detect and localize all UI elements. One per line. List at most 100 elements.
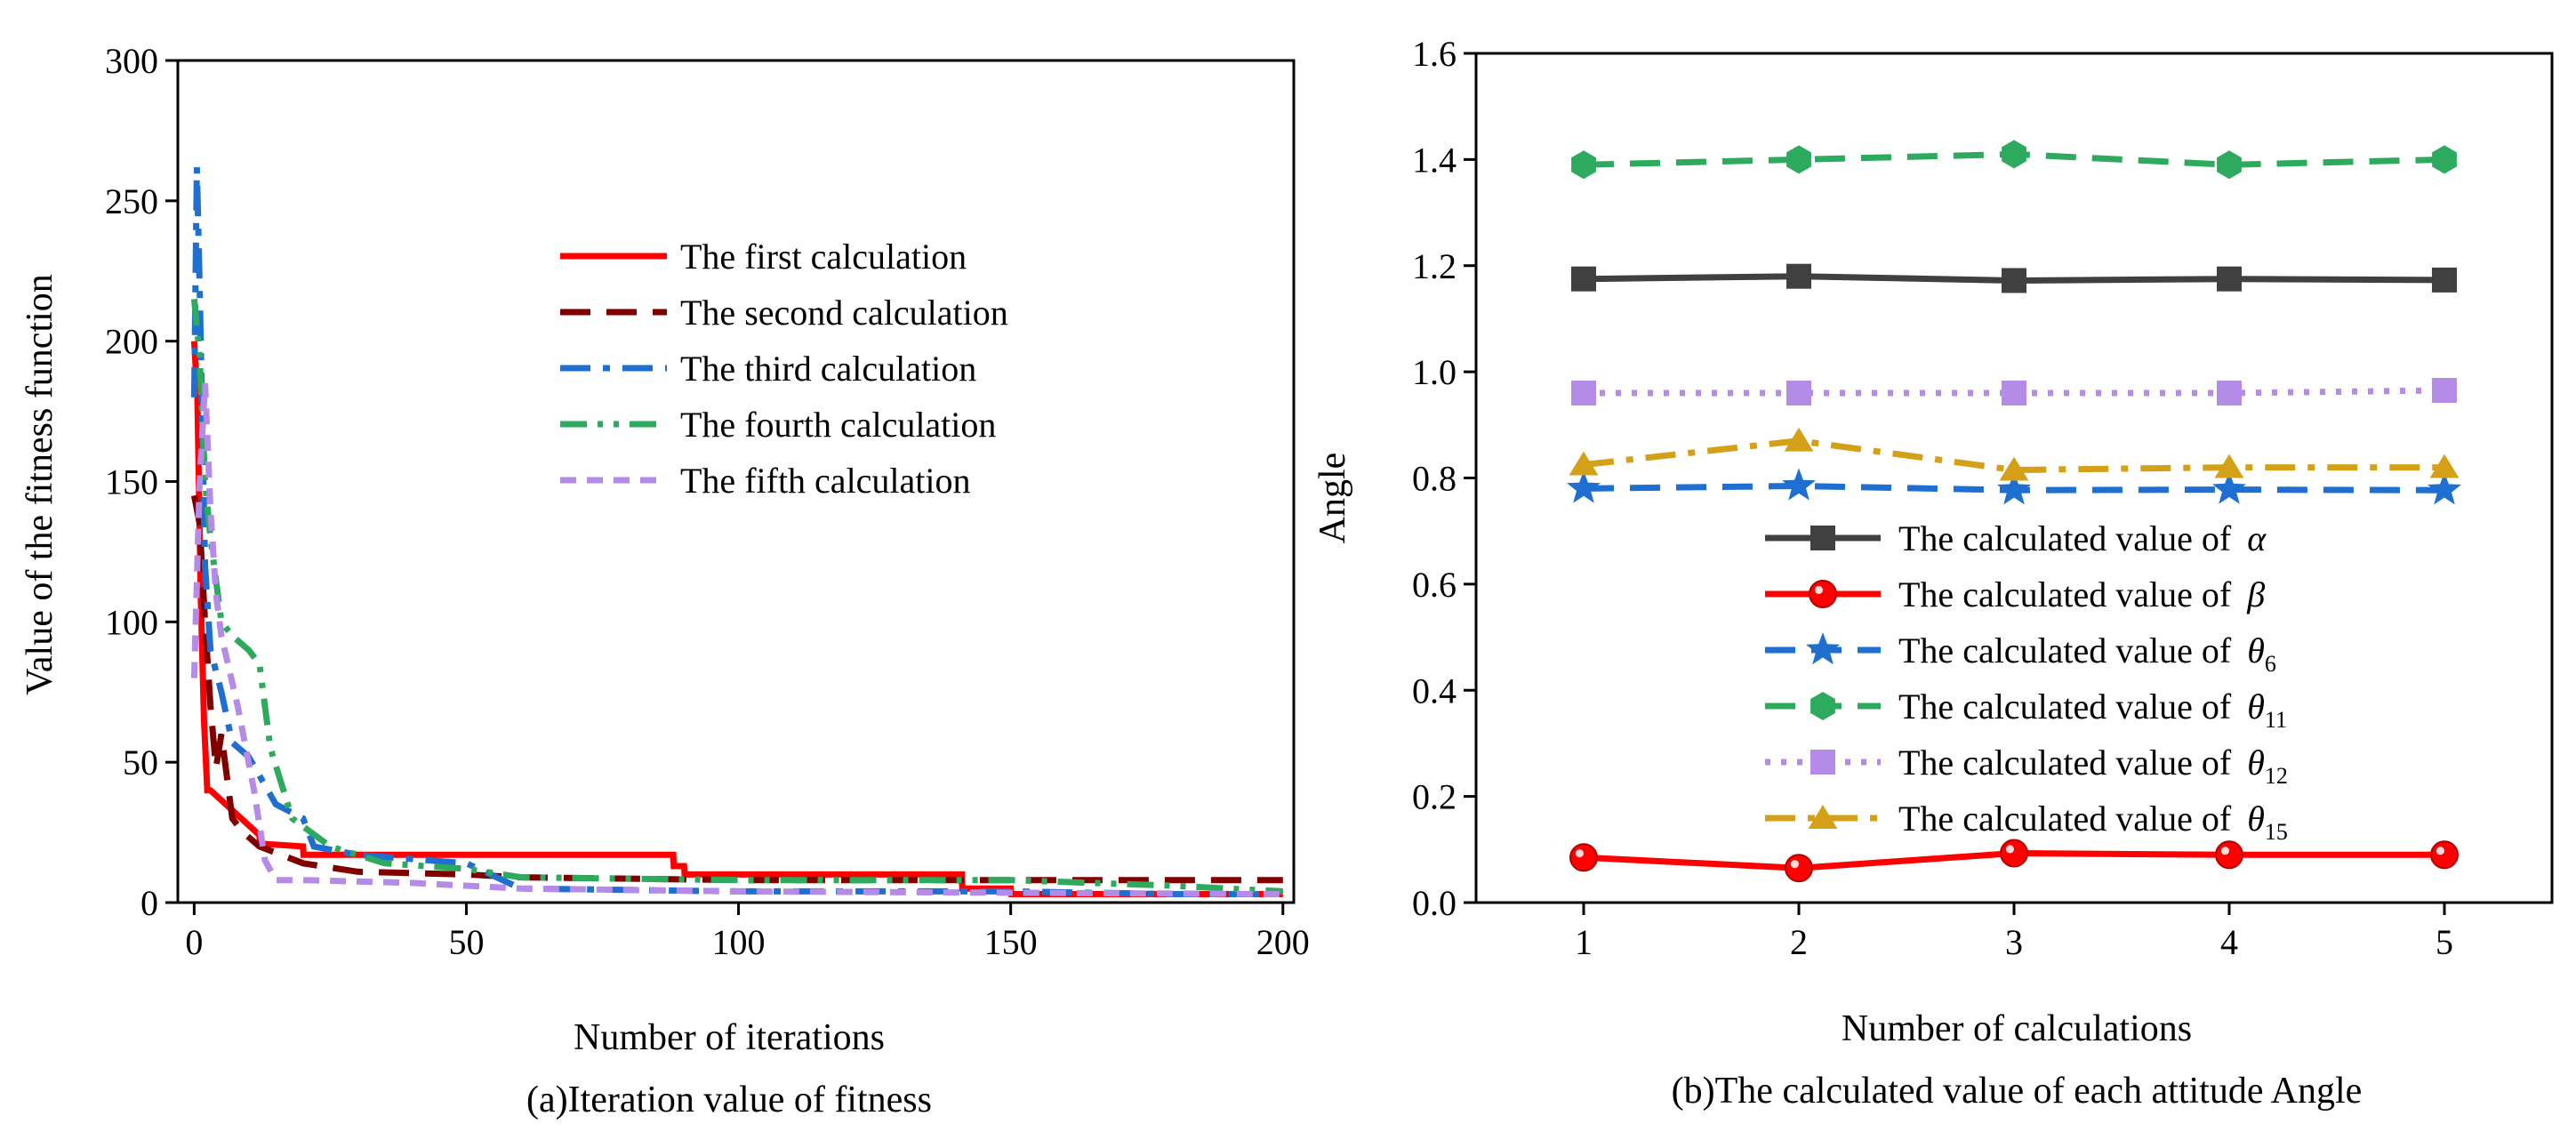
chart-a-xtick-label: 100 xyxy=(712,922,766,962)
chart-b-legend-marker xyxy=(1810,692,1835,720)
chart-b-series-1 xyxy=(1571,263,2457,293)
chart-b-point xyxy=(1569,843,1598,872)
chart-b-ytick-label: 0.2 xyxy=(1412,777,1457,817)
chart-b-point xyxy=(2432,267,2457,293)
chart-a-series-line-2 xyxy=(190,494,1283,884)
chart-b-point xyxy=(2002,268,2026,293)
chart-b-legend-symbol: α xyxy=(2247,518,2267,558)
chart-a-legend-label: The first calculation xyxy=(680,237,967,277)
chart-b-ytick-label: 1.4 xyxy=(1412,140,1457,180)
chart-b-ytick-label: 0.4 xyxy=(1412,670,1457,710)
chart-b-point xyxy=(2429,454,2460,478)
chart-b-legend-subscript: 11 xyxy=(2265,707,2287,733)
chart-b-ytick-label: 1.2 xyxy=(1412,246,1457,286)
chart-b-point xyxy=(1571,150,1596,180)
chart-a-xtick-label: 150 xyxy=(984,922,1038,962)
chart-b-point xyxy=(2214,454,2244,478)
chart-b-legend-marker xyxy=(1808,805,1838,829)
chart-b-ytick-label: 1.0 xyxy=(1412,352,1457,392)
chart-a-xlabel: Number of iterations xyxy=(574,1017,885,1058)
chart-b-ylabel: Angle xyxy=(1312,453,1353,544)
chart-b-legend-symbol: θ xyxy=(2247,630,2265,670)
chart-b-point xyxy=(1999,456,2029,481)
chart-a-plot-area: 0 50 100 150 200 250 300 0 50 100 150 200 xyxy=(105,41,1310,962)
chart-b-legend-symbol: θ xyxy=(2247,799,2265,839)
chart-b-legend-prefix: The calculated value of xyxy=(1898,799,2240,839)
chart-b-point xyxy=(2212,471,2246,504)
chart-b-legend-label: The calculated value of θ11 xyxy=(1898,686,2287,733)
chart-b-point xyxy=(1997,472,2031,505)
chart-a-ytick-label: 300 xyxy=(105,41,158,81)
chart-b-point xyxy=(2432,378,2457,404)
chart-b-point xyxy=(1569,451,1599,476)
chart-a-xtick-label: 200 xyxy=(1256,922,1310,962)
chart-b-legend-label: The calculated value of θ12 xyxy=(1898,743,2288,789)
chart-b-legend-prefix: The calculated value of xyxy=(1898,574,2240,614)
chart-b-series-5 xyxy=(1571,378,2457,405)
chart-a-ytick-label: 200 xyxy=(105,322,158,362)
chart-a-xtick-label: 50 xyxy=(448,922,484,962)
chart-b-point xyxy=(1571,381,1596,405)
chart-a-legend-label: The fourth calculation xyxy=(680,405,996,445)
chart-b-point xyxy=(1786,145,1811,174)
chart-b-point xyxy=(2430,840,2459,870)
chart-b-point-highlight xyxy=(1575,849,1584,858)
chart-b-point xyxy=(1786,263,1811,289)
chart-b-point xyxy=(1784,427,1814,452)
chart-b-ytick-label: 0.6 xyxy=(1412,565,1457,605)
chart-b-caption: (b)The calculated value of each attitude… xyxy=(1672,1071,2363,1112)
chart-b-point-highlight xyxy=(2436,847,2444,855)
chart-panel-a: Value of the fitness function Number of … xyxy=(20,41,1310,1120)
chart-b-legend-label: The calculated value of θ15 xyxy=(1898,799,2288,845)
chart-b-legend-marker-highlight xyxy=(1814,585,1823,594)
chart-b-xlabel: Number of calculations xyxy=(1842,1008,2192,1049)
chart-b-legend-marker xyxy=(1809,580,1837,608)
chart-a-ylabel: Value of the fitness function xyxy=(20,274,60,695)
chart-b-xtick-label: 4 xyxy=(2220,922,2238,962)
chart-b-legend-prefix: The calculated value of xyxy=(1898,686,2240,727)
chart-b-legend-subscript: 12 xyxy=(2265,763,2288,789)
chart-b-xtick-label: 3 xyxy=(2005,922,2023,962)
chart-b-series-2 xyxy=(1569,839,2459,883)
chart-b-point xyxy=(2428,472,2461,505)
chart-b-legend-prefix: The calculated value of xyxy=(1898,630,2240,670)
chart-a-series-line-3 xyxy=(190,166,1283,897)
chart-b-legend-symbol: θ xyxy=(2247,686,2265,727)
chart-b-point xyxy=(2432,145,2457,174)
chart-b-point-highlight xyxy=(1790,860,1799,869)
chart-b-point xyxy=(1782,468,1816,501)
chart-b-series-3 xyxy=(1567,468,2461,505)
chart-b-point xyxy=(1786,381,1811,405)
chart-b-legend-prefix: The calculated value of xyxy=(1898,743,2240,783)
chart-b-series-4 xyxy=(1571,140,2457,180)
chart-b-legend-symbol: θ xyxy=(2247,743,2265,783)
chart-b-legend-label: The calculated value of α xyxy=(1898,518,2267,558)
chart-b-ytick-label: 1.6 xyxy=(1412,34,1457,74)
chart-b-point-highlight xyxy=(2005,845,2014,854)
chart-a-series-line-5 xyxy=(190,382,1283,897)
chart-a-legend-label: The third calculation xyxy=(680,349,976,389)
chart-panel-b: Angle Number of calculations (b)The calc… xyxy=(1312,34,2554,1112)
chart-b-point xyxy=(1571,266,1596,292)
chart-b-point xyxy=(2217,266,2242,292)
chart-a-ytick-label: 0 xyxy=(140,883,158,923)
chart-b-series-line xyxy=(1583,438,2444,474)
chart-b-point xyxy=(2002,140,2026,169)
chart-a-legend: The first calculation The second calculat… xyxy=(560,237,1008,501)
chart-b-legend-subscript: 6 xyxy=(2265,651,2276,677)
chart-b-ytick-label: 0.0 xyxy=(1412,883,1457,923)
chart-a-ytick-label: 250 xyxy=(105,181,158,221)
chart-b-point xyxy=(2215,840,2243,870)
chart-b-xtick-label: 2 xyxy=(1790,922,1808,962)
chart-a-ytick-label: 100 xyxy=(105,602,158,642)
chart-a-legend-label: The fifth calculation xyxy=(680,461,971,501)
chart-b-plot-area: 0.00.20.40.60.81.01.21.41.61 2 3 4 5 xyxy=(1412,34,2554,962)
chart-b-ytick-label: 0.8 xyxy=(1412,459,1457,499)
chart-b-point xyxy=(1785,854,1813,883)
chart-b-point xyxy=(2002,381,2026,405)
chart-b-point xyxy=(2217,381,2242,405)
chart-b-legend-subscript: 15 xyxy=(2265,819,2288,845)
chart-a-series-lines xyxy=(190,166,1283,897)
